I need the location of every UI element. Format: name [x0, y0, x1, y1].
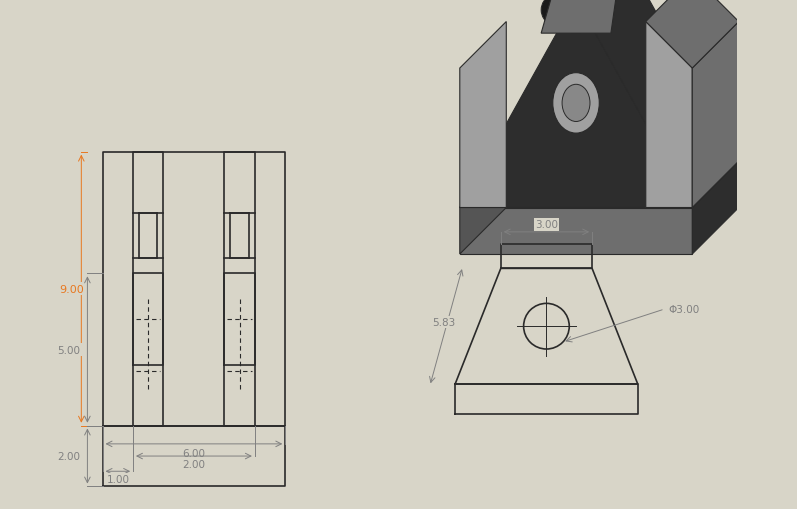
Text: 6.00: 6.00: [183, 448, 206, 458]
Ellipse shape: [553, 73, 599, 134]
Text: 1.00: 1.00: [106, 474, 129, 484]
Polygon shape: [460, 162, 506, 254]
Text: 9.00: 9.00: [60, 284, 84, 294]
Polygon shape: [576, 0, 739, 208]
Ellipse shape: [562, 85, 590, 122]
Ellipse shape: [541, 0, 611, 34]
Polygon shape: [460, 22, 506, 208]
Polygon shape: [460, 162, 739, 208]
Polygon shape: [460, 0, 693, 208]
Text: 2.00: 2.00: [183, 459, 206, 469]
Text: Φ3.00: Φ3.00: [668, 304, 700, 315]
Polygon shape: [693, 22, 739, 208]
Polygon shape: [460, 208, 693, 254]
Text: 5.00: 5.00: [57, 345, 80, 355]
Text: 5.83: 5.83: [432, 317, 455, 327]
Polygon shape: [541, 0, 622, 34]
Text: 2.00: 2.00: [57, 451, 80, 461]
Polygon shape: [646, 22, 693, 208]
Text: 3.00: 3.00: [535, 220, 558, 230]
Polygon shape: [693, 162, 739, 254]
Polygon shape: [646, 0, 739, 69]
